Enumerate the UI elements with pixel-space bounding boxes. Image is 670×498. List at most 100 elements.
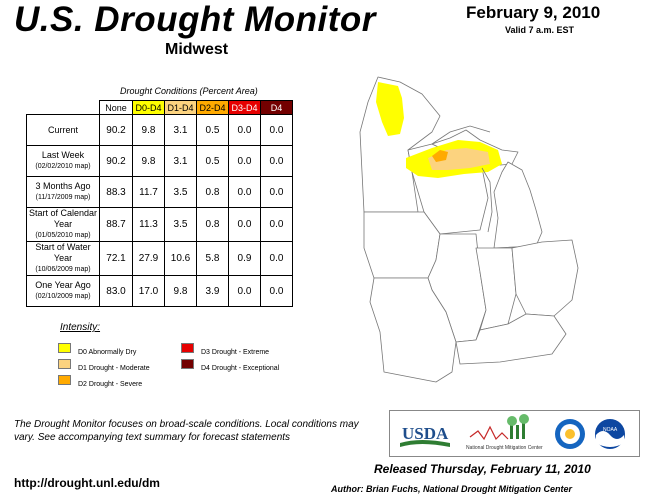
row-label-main: Current (47, 124, 78, 135)
row-label-main: Start of Water Year (35, 242, 91, 263)
table-cell: 0.0 (228, 275, 261, 307)
row-label-main: One Year Ago (35, 280, 91, 290)
legend-swatch (58, 343, 71, 353)
state-missouri (369, 277, 457, 383)
state-kentucky (455, 313, 567, 365)
legend-swatch (181, 359, 194, 369)
column-header: D1-D4 (164, 100, 197, 115)
noaa-wordmark: NOAA (603, 427, 618, 433)
table-cell: 9.8 (164, 275, 197, 307)
author-credit: Author: Brian Fuchs, National Drought Mi… (331, 484, 572, 494)
table-cell: 0.0 (260, 241, 293, 276)
legend-label: D2 Drought - Severe (78, 381, 143, 388)
table-cell: 0.0 (228, 114, 261, 146)
legend-swatch (58, 359, 71, 369)
table-cell: 0.5 (196, 145, 229, 177)
row-label-date: (10/06/2009 map) (35, 266, 91, 273)
table-cell: 0.5 (196, 114, 229, 146)
state-ohio (511, 239, 579, 317)
table-cell: 0.0 (260, 207, 293, 242)
disclaimer-note: The Drought Monitor focuses on broad-sca… (14, 419, 359, 443)
table-row: One Year Ago (02/10/2009 map) 83.0 17.0 9.8 3… (26, 275, 293, 307)
header-blank (27, 101, 100, 115)
drought-stats-table: None D0-D4 D1-D4 D2-D4 D3-D4 D4 Current 90.2 9.8… (26, 100, 293, 307)
table-cell: 27.9 (132, 241, 165, 276)
state-iowa (363, 211, 441, 279)
table-cell: 0.0 (260, 114, 293, 146)
map-date: February 9, 2010 (466, 3, 601, 22)
website-link[interactable]: http://drought.unl.edu/dm (14, 476, 160, 490)
noaa-logo: NOAA (595, 419, 625, 449)
legend-label: D1 Drought - Moderate (78, 365, 150, 372)
release-date: Released Thursday, February 11, 2010 (374, 462, 591, 476)
table-cell: 17.0 (132, 275, 165, 307)
state-michigan-lp (493, 161, 543, 249)
commerce-logo (555, 419, 585, 449)
lake-michigan-shore (481, 167, 493, 233)
table-row: Start of Calendar Year (01/05/2010 map) 88… (26, 207, 293, 242)
table-cell: 11.3 (132, 207, 165, 242)
table-cell: 0.0 (260, 275, 293, 307)
table-cell: 3.1 (164, 114, 197, 146)
column-header: D0-D4 (132, 100, 165, 115)
region-label: Midwest (165, 41, 229, 58)
usda-logo: USDA (400, 424, 450, 447)
table-cell: 0.0 (228, 207, 261, 242)
ndmc-logo: National Drought Mitigation Center (466, 414, 543, 451)
legend-label: D3 Drought - Extreme (201, 349, 270, 356)
table-cell: 11.7 (132, 176, 165, 208)
table-cell: 88.7 (99, 207, 133, 242)
table-cell: 0.0 (260, 145, 293, 177)
table-cell: 90.2 (99, 114, 133, 146)
table-cell: 0.0 (228, 145, 261, 177)
table-cell: 9.8 (132, 114, 165, 146)
midwest-map (359, 76, 579, 383)
column-header: D3-D4 (228, 100, 261, 115)
table-cell: 0.9 (228, 241, 261, 276)
column-header: None (99, 100, 133, 115)
row-label: Start of Water Year (10/06/2009 map) (26, 241, 100, 276)
table-caption: Drought Conditions (Percent Area) (120, 86, 258, 96)
row-label-date: (02/02/2010 map) (35, 163, 91, 170)
page-title: U.S. Drought Monitor (14, 0, 376, 39)
row-label-main: Last Week (41, 150, 85, 160)
row-label-main: 3 Months Ago (35, 181, 91, 191)
table-cell: 0.0 (260, 176, 293, 208)
table-cell: 5.8 (196, 241, 229, 276)
ndmc-wordmark: National Drought Mitigation Center (466, 445, 543, 451)
row-label-main: Start of Calendar Year (28, 208, 98, 229)
table-cell: 10.6 (164, 241, 197, 276)
table-cell: 90.2 (99, 145, 133, 177)
row-label-date: (01/05/2010 map) (35, 232, 91, 239)
row-label: 3 Months Ago (11/17/2009 map) (26, 176, 100, 208)
table-row: 3 Months Ago (11/17/2009 map) 88.3 11.7 3.5 0… (26, 176, 293, 208)
table-row: Start of Water Year (10/06/2009 map) 72.1 2… (26, 241, 293, 276)
row-label-date: (02/10/2009 map) (35, 293, 91, 300)
legend-label: D4 Drought - Exceptional (201, 365, 280, 372)
partner-logos: USDA National Drought Mitigation Center … (389, 410, 640, 457)
table-cell: 3.9 (196, 275, 229, 307)
legend-swatch (58, 375, 71, 385)
table-cell: 3.5 (164, 207, 197, 242)
column-header: D2-D4 (196, 100, 229, 115)
usda-wordmark: USDA (402, 424, 449, 443)
row-label: Current (26, 114, 100, 146)
table-cell: 3.1 (164, 145, 197, 177)
column-header: D4 (260, 100, 293, 115)
lake-superior-shore (431, 125, 491, 145)
table-cell: 88.3 (99, 176, 133, 208)
table-cell: 72.1 (99, 241, 133, 276)
table-cell: 0.8 (196, 207, 229, 242)
table-cell: 83.0 (99, 275, 133, 307)
row-label: Last Week (02/02/2010 map) (26, 145, 100, 177)
row-label: Start of Calendar Year (01/05/2010 map) (26, 207, 100, 242)
drought-areas (376, 82, 502, 178)
row-label: One Year Ago (02/10/2009 map) (26, 275, 100, 307)
table-row: Last Week (02/02/2010 map) 90.2 9.8 3.1 0.5 0.… (26, 145, 293, 177)
table-header-row: None D0-D4 D1-D4 D2-D4 D3-D4 D4 (27, 100, 293, 115)
legend-label: D0 Abnormally Dry (78, 349, 137, 356)
row-label-date: (11/17/2009 map) (35, 194, 91, 201)
table-cell: 3.5 (164, 176, 197, 208)
table-cell: 0.0 (228, 176, 261, 208)
valid-time: Valid 7 a.m. EST (505, 25, 575, 35)
